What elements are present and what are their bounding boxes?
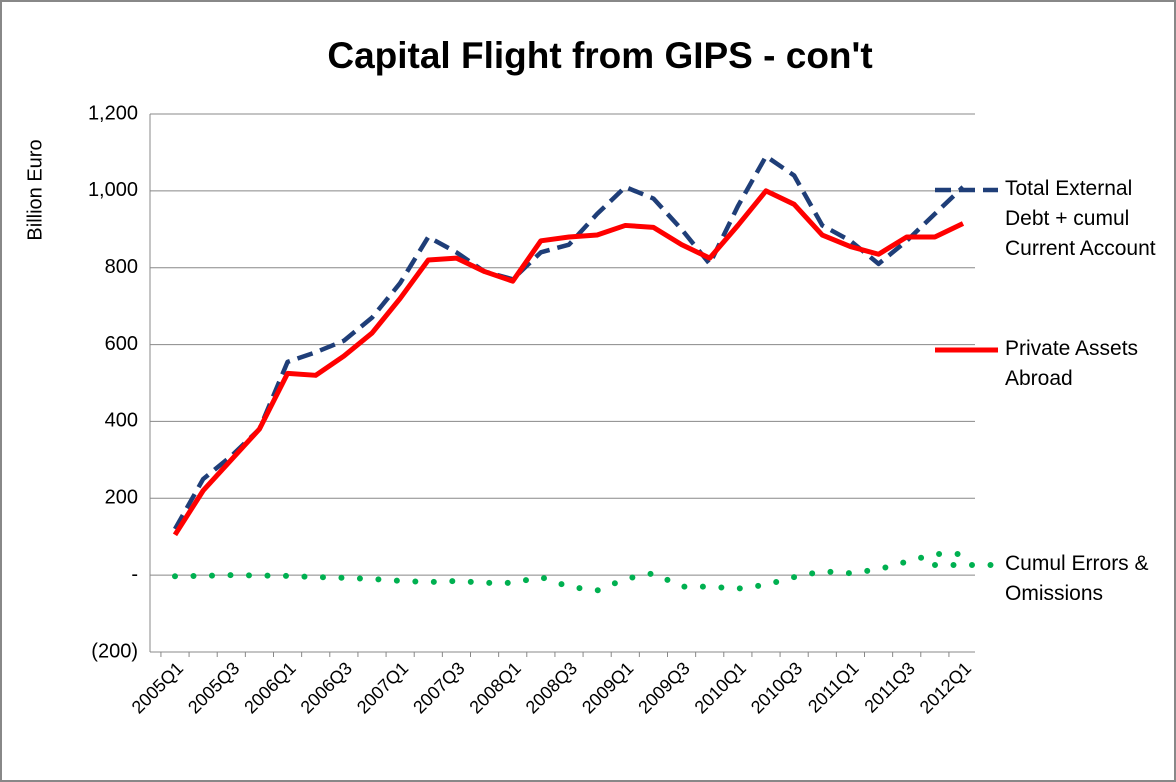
y-tick-label: - xyxy=(131,563,138,585)
legend-label: Cumul Errors & Omissions xyxy=(1005,552,1149,605)
series-line xyxy=(173,154,965,531)
y-axis-label: Billion Euro xyxy=(24,139,46,240)
legend-label: Private Assets Abroad xyxy=(1005,337,1139,390)
legend-label: Total External Debt + cumul Current Acco… xyxy=(1005,177,1156,260)
series-line xyxy=(172,551,966,594)
y-tick-label: (200) xyxy=(91,640,138,662)
y-tick-label: 1,000 xyxy=(88,179,138,201)
y-tick-label: 600 xyxy=(105,333,138,355)
legend-entry: Total External Debt + cumul Current Acco… xyxy=(1005,177,1156,260)
chart-title: Capital Flight from GIPS - con't xyxy=(327,35,872,76)
y-tick-label: 800 xyxy=(105,256,138,278)
legend-entry: Private Assets Abroad xyxy=(1005,337,1139,390)
series-line xyxy=(172,188,965,537)
y-tick-label: 200 xyxy=(105,487,138,509)
y-tick-label: 1,200 xyxy=(88,102,138,124)
legend-entry: Cumul Errors & Omissions xyxy=(1005,552,1149,605)
y-tick-label: 400 xyxy=(105,410,138,432)
